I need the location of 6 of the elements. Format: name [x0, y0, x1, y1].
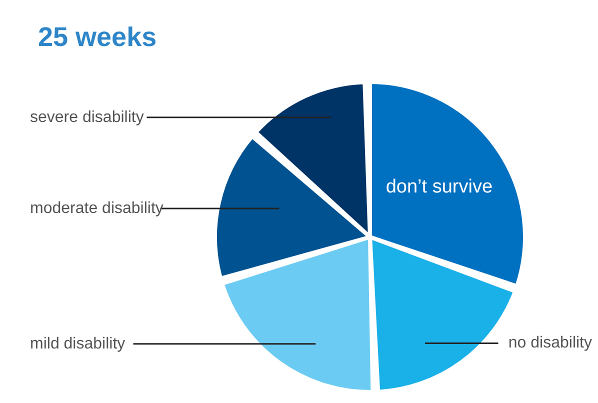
slice-label: moderate disability [30, 200, 164, 217]
slice-label: don’t survive [386, 176, 493, 198]
slice-label: no disability [508, 334, 592, 352]
slice-label: severe disability [30, 108, 144, 126]
slice-label: mild disability [30, 335, 126, 352]
chart-title: 25 weeks [38, 22, 157, 53]
